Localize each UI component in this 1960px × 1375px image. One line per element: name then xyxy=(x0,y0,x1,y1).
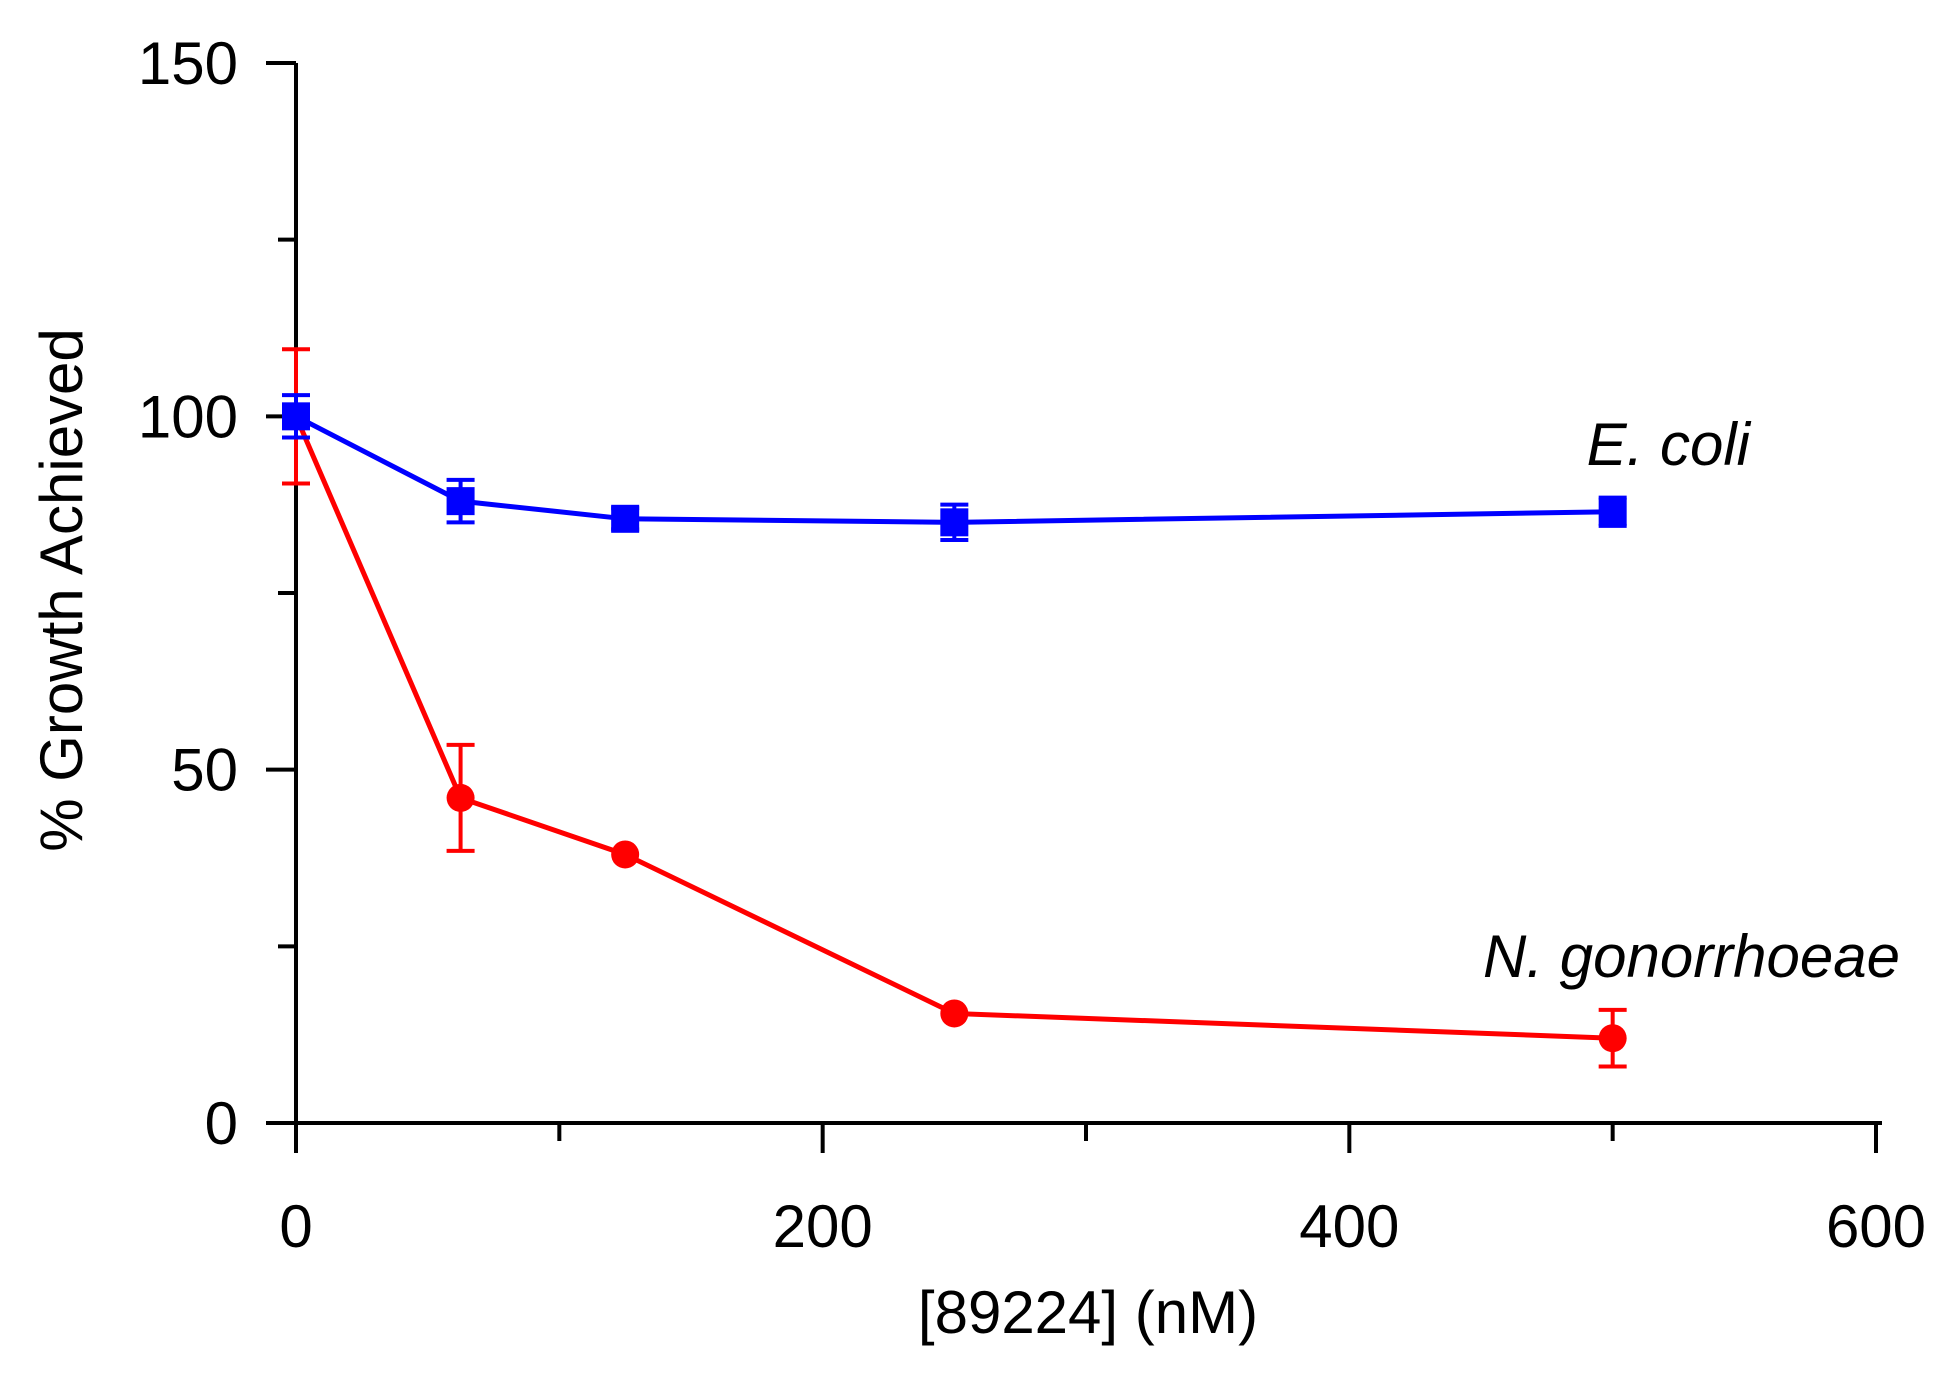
data-point xyxy=(940,999,969,1028)
series-n-gonorrhoeae xyxy=(282,347,1627,1069)
series-label-e-coli: E. coli xyxy=(1587,411,1752,478)
x-tick-label: 0 xyxy=(279,1193,312,1260)
y-tick-label: 0 xyxy=(205,1090,238,1157)
x-tick-label: 600 xyxy=(1826,1193,1926,1260)
data-point xyxy=(446,783,475,812)
y-tick-label: 150 xyxy=(138,30,238,97)
series-layer xyxy=(282,347,1627,1069)
data-point xyxy=(1598,1024,1627,1053)
data-point xyxy=(940,508,969,537)
x-axis-label: [89224] (nM) xyxy=(918,1279,1258,1346)
series-e-coli xyxy=(282,393,1627,542)
x-tick-label: 400 xyxy=(1299,1193,1399,1260)
x-tick-label: 200 xyxy=(773,1193,873,1260)
data-point xyxy=(282,402,310,431)
y-axis-label: % Growth Achieved xyxy=(28,328,95,852)
data-point xyxy=(1598,497,1627,526)
y-tick-label: 50 xyxy=(171,737,238,804)
plot-area: 0 200 400 600 0 50 100 150 xyxy=(138,30,1926,1260)
data-point xyxy=(611,840,640,869)
y-ticks: 0 50 100 150 xyxy=(138,30,296,1157)
data-point xyxy=(611,504,640,533)
series-label-n-gonorrhoeae: N. gonorrhoeae xyxy=(1483,923,1900,990)
x-ticks: 0 200 400 600 xyxy=(279,1123,1926,1260)
data-point xyxy=(446,487,475,516)
y-tick-label: 100 xyxy=(138,383,238,450)
